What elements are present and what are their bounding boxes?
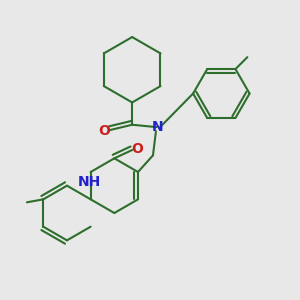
Text: N: N [151,119,163,134]
Text: O: O [99,124,110,138]
Text: O: O [132,142,143,156]
Text: NH: NH [77,175,101,188]
